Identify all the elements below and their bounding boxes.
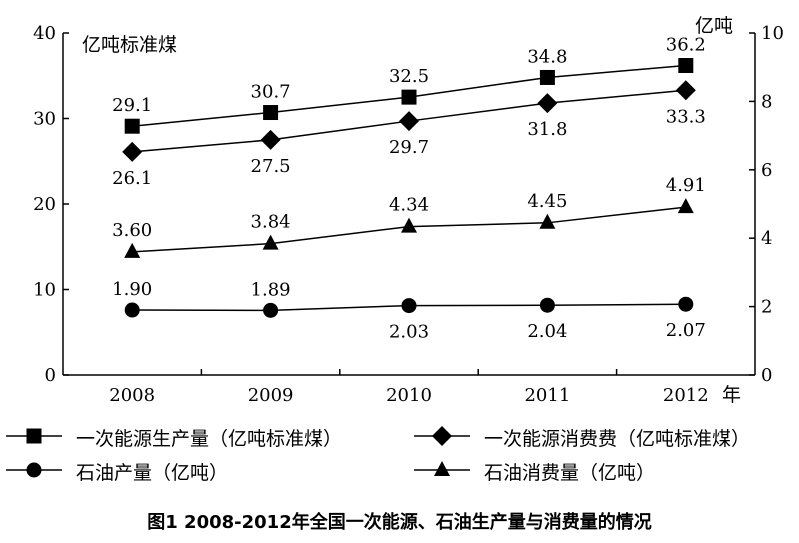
data-label: 2.03 [389,322,429,343]
left-y-tick-label: 30 [33,109,56,130]
data-point-marker [122,141,143,162]
legend-marker [26,462,42,478]
data-point-marker [539,69,555,85]
right-y-tick-label: 2 [761,297,772,318]
left-y-tick-label: 20 [33,194,56,215]
data-label: 4.45 [527,191,567,212]
legend-marker [434,461,450,476]
right-y-tick-label: 10 [761,23,784,44]
data-label: 31.8 [527,119,567,140]
data-label: 4.91 [666,175,706,196]
x-tick-label: 2008 [109,385,155,406]
right-y-tick-label: 0 [761,365,772,386]
data-point-marker [263,105,279,121]
data-point-marker [539,213,556,229]
data-label: 1.90 [112,279,152,300]
data-label: 2.04 [527,321,567,342]
left-y-tick-label: 10 [33,280,56,301]
data-label: 3.84 [251,212,291,233]
data-point-marker [399,111,419,132]
legend-label-oil-production: 石油产量（亿吨） [76,462,229,484]
legend-marker [26,428,42,444]
data-point-marker [678,57,694,73]
data-point-marker [539,297,555,313]
data-label: 34.8 [527,46,567,67]
data-point-marker [263,302,279,318]
right-axis-unit-label: 亿吨 [695,15,734,37]
data-label: 26.1 [112,168,152,189]
data-point-marker [124,118,140,134]
legend-label-oil-consumption: 石油消费量（亿吨） [484,462,656,484]
x-tick-label: 2011 [524,385,570,406]
data-label: 1.89 [251,279,291,300]
figure-caption: 图1 2008-2012年全国一次能源、石油生产量与消费量的情况 [147,512,652,533]
data-label: 29.1 [112,95,152,116]
data-label: 29.7 [389,137,429,158]
left-y-tick-label: 0 [45,365,56,386]
data-label: 33.3 [666,106,706,127]
data-label: 36.2 [666,34,706,55]
data-point-marker [124,302,140,318]
data-label: 30.7 [251,82,291,103]
data-point-marker [124,242,141,258]
data-label: 2.07 [666,320,706,341]
right-y-tick-label: 4 [761,228,772,249]
data-point-marker [678,296,694,312]
data-point-marker [262,234,279,250]
legend-marker [432,426,452,446]
data-label: 4.34 [389,195,429,216]
data-point-marker [677,198,694,214]
data-point-marker [401,298,417,314]
data-point-marker [401,89,417,105]
data-label: 32.5 [389,66,429,87]
x-tick-label: 2010 [386,385,432,406]
legend-label-primary-energy-consumption: 一次能源消费费（亿吨标准煤） [484,428,751,450]
data-point-marker [260,129,281,150]
data-point-marker [675,80,696,101]
x-tick-label: 2012 [663,385,709,406]
data-point-marker [537,93,558,114]
left-axis-unit-label: 亿吨标准煤 [82,34,178,56]
data-label: 27.5 [251,156,291,177]
x-axis-unit-label: 年 [722,384,742,406]
legend-label-primary-energy-production: 一次能源生产量（亿吨标准煤） [76,428,343,450]
right-y-tick-label: 6 [761,160,772,181]
data-label: 3.60 [112,220,152,241]
right-y-tick-label: 8 [761,91,772,112]
left-y-tick-label: 40 [33,23,56,44]
x-tick-label: 2009 [248,385,294,406]
data-point-marker [401,217,417,233]
